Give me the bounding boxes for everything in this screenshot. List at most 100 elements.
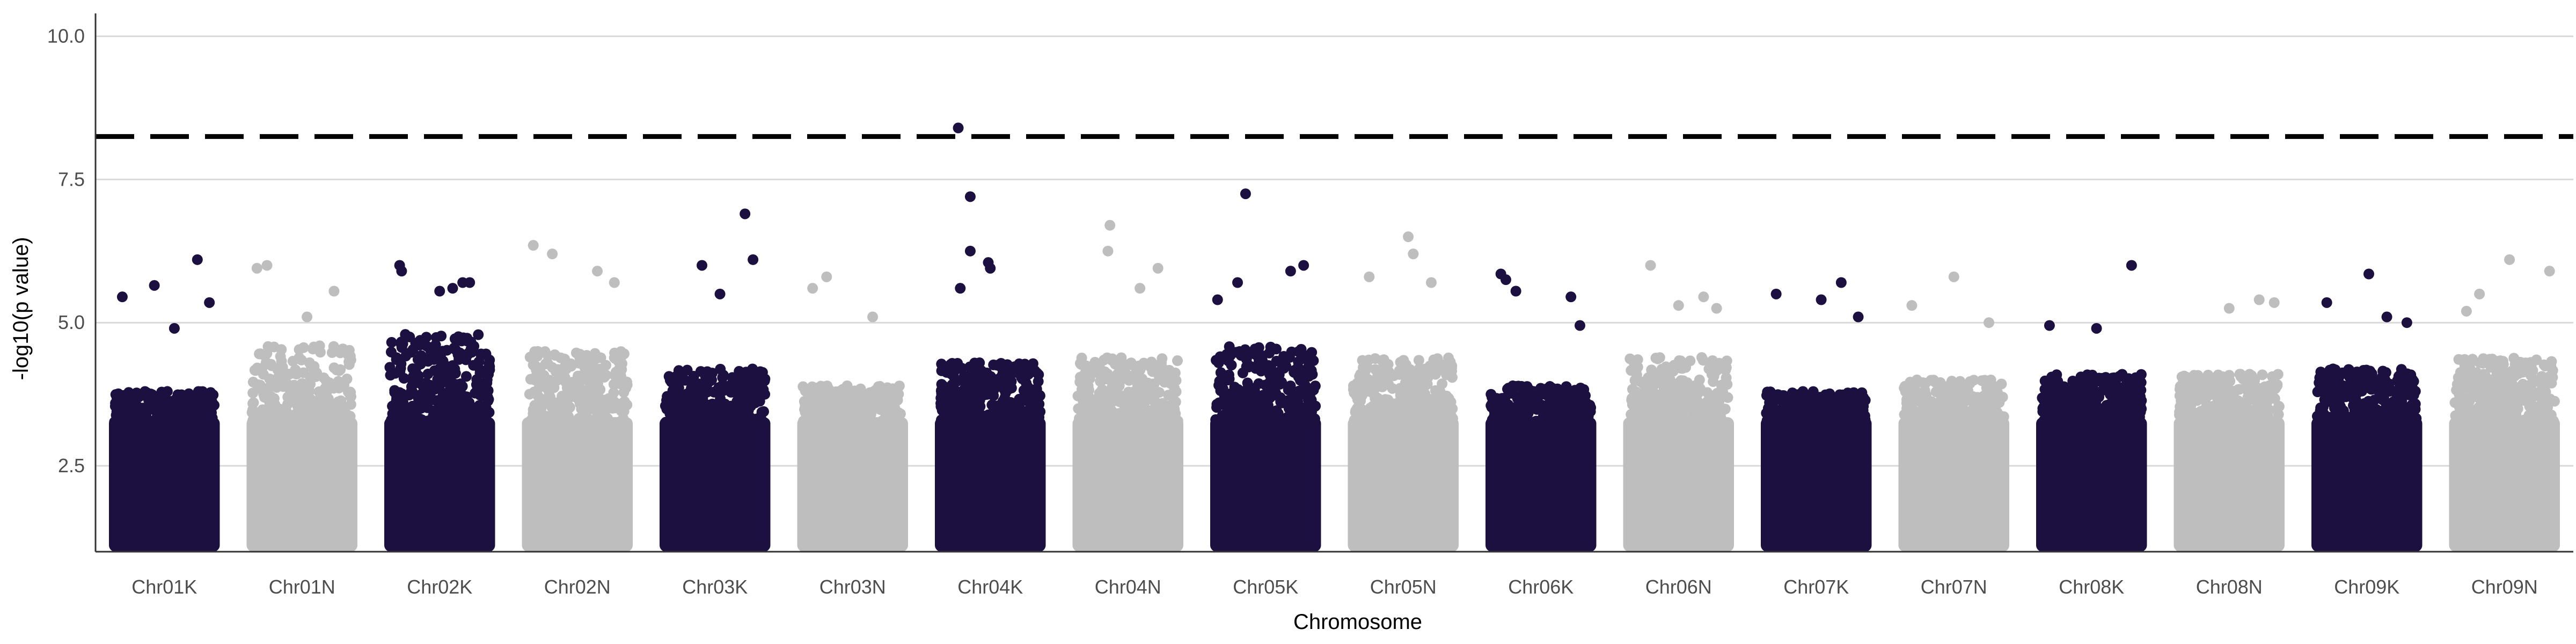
snp-point xyxy=(1416,399,1428,411)
snp-point xyxy=(1143,422,1154,433)
snp-point xyxy=(557,409,568,420)
snp-point xyxy=(157,391,168,402)
snp-point xyxy=(672,384,684,396)
snp-point xyxy=(449,363,460,375)
snp-point xyxy=(262,341,274,352)
snp-point xyxy=(317,391,328,402)
snp-point xyxy=(334,415,346,427)
snp-point xyxy=(389,387,400,398)
snp-point xyxy=(1371,392,1382,403)
snp-point xyxy=(389,399,400,411)
snp-point xyxy=(400,329,411,340)
snp-point xyxy=(1904,413,1915,424)
snp-point xyxy=(1224,374,1235,385)
snp-point xyxy=(851,413,862,425)
snp-point xyxy=(1978,414,1989,426)
chromosome-dense-band xyxy=(522,417,633,552)
snp-point xyxy=(822,380,833,392)
snp-point xyxy=(140,386,151,397)
snp-point xyxy=(391,354,402,365)
snp-point xyxy=(823,396,835,407)
snp-point xyxy=(740,387,751,398)
snp-point xyxy=(676,420,687,431)
snp-point xyxy=(389,409,400,421)
snp-point xyxy=(1090,401,1101,413)
chromosome-dense-band xyxy=(1072,417,1183,552)
snp-point xyxy=(1308,355,1319,367)
snp-point xyxy=(1362,362,1373,374)
snp-point xyxy=(1355,390,1366,401)
snp-point xyxy=(1094,387,1105,399)
snp-point xyxy=(479,365,491,377)
snp-point xyxy=(693,379,704,390)
snp-point xyxy=(822,423,833,434)
snp-point xyxy=(618,413,629,424)
snp-point xyxy=(1170,408,1181,419)
snp-point xyxy=(288,419,299,430)
snp-point xyxy=(1826,416,1838,427)
snp-point xyxy=(732,421,743,433)
snp-point xyxy=(743,402,754,413)
snp-point xyxy=(1395,356,1406,368)
snp-point xyxy=(1272,420,1283,431)
snp-point xyxy=(873,398,884,409)
snp-point xyxy=(1938,413,1950,425)
chromosome-dense-band xyxy=(660,417,771,552)
snp-point xyxy=(1580,390,1591,401)
snp-point xyxy=(440,396,451,407)
snp-point xyxy=(1402,386,1414,397)
snp-point xyxy=(851,423,862,434)
snp-point xyxy=(720,411,731,422)
chromosome-dense-band xyxy=(1485,417,1597,552)
snp-point xyxy=(1388,370,1400,382)
snp-point xyxy=(1493,422,1504,434)
snp-point xyxy=(1959,406,1971,418)
snp-point xyxy=(566,361,577,372)
snp-point xyxy=(621,423,633,434)
snp-point xyxy=(1719,422,1730,434)
snp-point xyxy=(557,398,568,409)
snp-point xyxy=(406,386,417,397)
data-points xyxy=(109,122,2560,552)
snp-point xyxy=(1926,396,1937,407)
snp-point xyxy=(697,406,708,417)
snp-point xyxy=(1424,360,1436,371)
snp-point xyxy=(1027,415,1038,426)
snp-point xyxy=(1551,403,1562,414)
snp-point xyxy=(1430,423,1441,434)
chromosome-dense-band xyxy=(109,417,220,552)
snp-point xyxy=(284,369,295,380)
snp-point xyxy=(308,413,319,425)
snp-point xyxy=(159,423,170,434)
snp-point xyxy=(1006,365,1017,376)
snp-point xyxy=(1226,398,1238,409)
snp-point xyxy=(385,346,397,357)
snp-point xyxy=(714,420,725,431)
snp-point xyxy=(601,360,612,371)
snp-point xyxy=(715,363,726,375)
snp-point xyxy=(755,366,766,377)
snp-point xyxy=(304,423,315,434)
snp-point xyxy=(195,386,206,397)
snp-point xyxy=(1100,403,1111,414)
snp-point xyxy=(1104,423,1116,434)
snp-point xyxy=(247,387,259,399)
snp-point xyxy=(1119,359,1131,370)
snp-point xyxy=(665,376,677,387)
snp-point xyxy=(1994,397,2005,408)
snp-point xyxy=(1380,400,1392,411)
snp-point xyxy=(1708,360,1719,371)
snp-point xyxy=(259,422,270,434)
snp-point xyxy=(184,400,195,411)
snp-point xyxy=(1084,373,1095,384)
snp-point xyxy=(1377,355,1388,367)
snp-point xyxy=(1247,383,1258,394)
snp-point xyxy=(686,420,697,431)
snp-point xyxy=(1172,355,1183,367)
snp-point xyxy=(1215,381,1226,392)
snp-point xyxy=(400,404,411,415)
snp-point xyxy=(882,418,893,429)
snp-point xyxy=(161,404,172,415)
snp-point xyxy=(888,387,899,398)
snp-point xyxy=(1854,396,1865,407)
